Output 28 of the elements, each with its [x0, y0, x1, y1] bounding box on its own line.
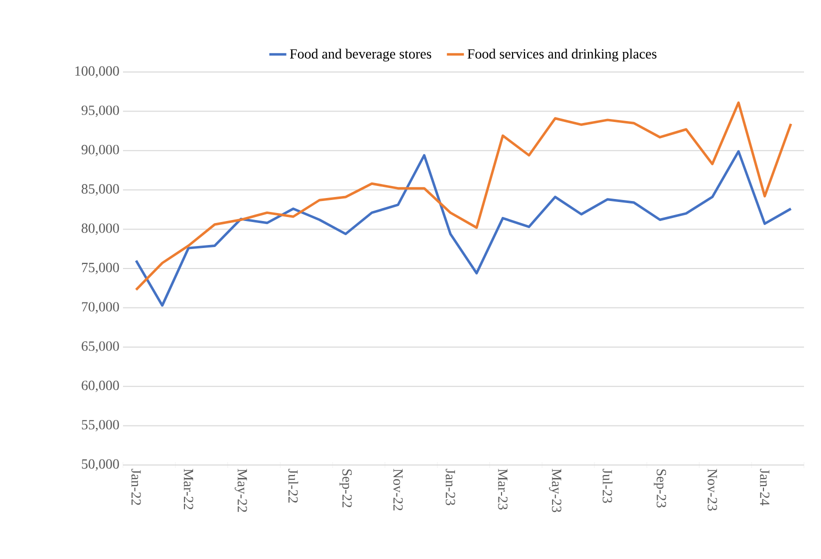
- y-tick-label: 70,000: [82, 302, 119, 314]
- y-tick-label: 80,000: [82, 223, 119, 235]
- y-tick-label: 50,000: [82, 459, 119, 471]
- x-tick-label: Sep-23: [654, 469, 666, 508]
- y-tick-label: 85,000: [82, 184, 119, 196]
- y-tick-label: 75,000: [82, 262, 119, 274]
- x-tick-label: May-22: [234, 468, 247, 512]
- x-tick-label: Nov-22: [393, 468, 403, 510]
- y-tick-label: 60,000: [82, 380, 119, 392]
- y-tick-label: 65,000: [82, 341, 119, 353]
- x-tick-label: Jan-24: [760, 468, 770, 506]
- y-tick-label: 55,000: [82, 420, 119, 432]
- legend-label: Food and beverage stores: [290, 48, 432, 62]
- x-tick-label: Jul-23: [602, 468, 612, 503]
- x-tick-label: Jul-22: [288, 468, 298, 503]
- x-tick-label: Jan-22: [131, 468, 141, 505]
- x-tick-label: Mar-22: [184, 468, 194, 510]
- y-tick-label: 90,000: [82, 144, 119, 156]
- line-series: [134, 150, 792, 307]
- x-tick-label: Mar-23: [498, 468, 508, 510]
- x-tick-label: Sep-22: [340, 469, 352, 508]
- x-tick-label: Nov-23: [708, 468, 718, 511]
- x-tick-label: Jan-23: [446, 468, 456, 506]
- line-series: [134, 101, 792, 291]
- y-tick-label: 95,000: [82, 106, 119, 118]
- legend-label: Food services and drinking places: [468, 48, 656, 62]
- x-tick-label: May-23: [549, 468, 562, 512]
- y-tick-label: 100,000: [75, 66, 119, 78]
